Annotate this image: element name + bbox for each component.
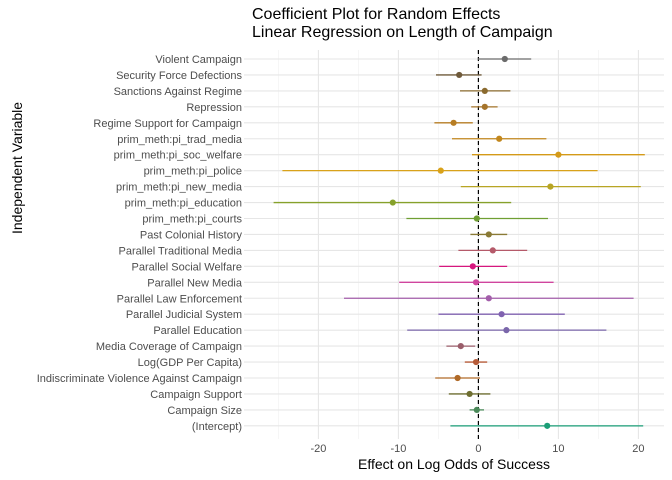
x-tick-label: 0 <box>475 443 481 455</box>
y-tick-label: prim_meth:pi_soc_welfare <box>114 150 242 162</box>
y-tick-labels: Violent Campaign Security Force Defection… <box>37 54 243 433</box>
y-tick-label: Indiscriminate Violence Against Campaign <box>37 373 242 385</box>
coefficient-point <box>473 215 480 222</box>
y-tick-label: Repression <box>186 102 242 114</box>
y-tick-label: Parallel Law Enforcement <box>117 293 242 305</box>
y-tick-label: Parallel New Media <box>147 277 243 289</box>
y-tick-label: Campaign Support <box>150 389 242 401</box>
coefficient-point <box>437 167 444 174</box>
y-tick-label: prim_meth:pi_trad_media <box>117 134 243 146</box>
y-tick-label: Log(GDP Per Capita) <box>138 357 242 369</box>
x-tick-labels: -20 -10 0 10 20 <box>310 443 644 455</box>
coefficient-point <box>456 71 463 79</box>
coefficient-point <box>389 199 396 206</box>
y-tick-label: Regime Support for Campaign <box>93 118 242 130</box>
coefficient-point <box>454 374 461 382</box>
coefficient-point <box>489 247 496 254</box>
interval-layer <box>273 58 645 427</box>
y-tick-label: Past Colonial History <box>140 229 243 241</box>
coefficient-point <box>496 135 503 142</box>
coefficient-point <box>472 358 480 366</box>
x-axis-title: Effect on Log Odds of Success <box>358 456 550 472</box>
coefficient-point <box>498 311 505 318</box>
coefficient-point <box>466 390 473 398</box>
y-tick-label: Parallel Education <box>153 325 242 337</box>
y-tick-label: Campaign Size <box>167 405 242 417</box>
coefficient-point <box>473 406 480 413</box>
y-axis-title: Independent Variable <box>9 101 25 234</box>
coefficient-point <box>450 119 457 126</box>
coefficient-point <box>555 151 562 158</box>
y-tick-label: Sanctions Against Regime <box>114 86 242 98</box>
coefficient-point <box>485 231 492 238</box>
coefficient-point <box>547 183 554 190</box>
y-tick-label: (Intercept) <box>192 421 242 433</box>
y-tick-label: prim_meth:pi_police <box>144 166 242 178</box>
coefficient-point <box>481 103 488 110</box>
y-tick-label: Security Force Defections <box>116 70 242 82</box>
coefficient-point <box>503 327 510 334</box>
coefficient-point <box>457 343 464 350</box>
x-tick-label: -20 <box>310 443 326 455</box>
coefficient-point <box>481 87 488 94</box>
x-tick-label: 20 <box>632 443 644 455</box>
coefficient-point <box>501 55 508 63</box>
coefficient-point <box>472 279 480 286</box>
y-tick-label: Parallel Traditional Media <box>118 245 242 257</box>
grid-layer <box>244 50 664 439</box>
chart-title-line-1: Coefficient Plot for Random Effects <box>252 6 501 23</box>
y-tick-label: Media Coverage of Campaign <box>96 341 242 353</box>
coefficient-point <box>544 422 551 429</box>
y-tick-label: Parallel Social Welfare <box>132 261 242 273</box>
y-tick-label: Violent Campaign <box>155 54 242 66</box>
x-tick-label: 10 <box>552 443 564 455</box>
point-layer <box>389 55 562 429</box>
chart-title-line-2: Linear Regression on Length of Campaign <box>252 24 553 41</box>
y-tick-label: Parallel Judicial System <box>126 309 242 321</box>
coefficient-point <box>469 263 476 270</box>
x-tick-label: -10 <box>390 443 406 455</box>
y-tick-label: prim_meth:pi_education <box>125 198 242 210</box>
coefficient-point <box>485 295 492 302</box>
y-tick-label: prim_meth:pi_courts <box>142 214 242 226</box>
y-tick-label: prim_meth:pi_new_media <box>116 182 243 194</box>
